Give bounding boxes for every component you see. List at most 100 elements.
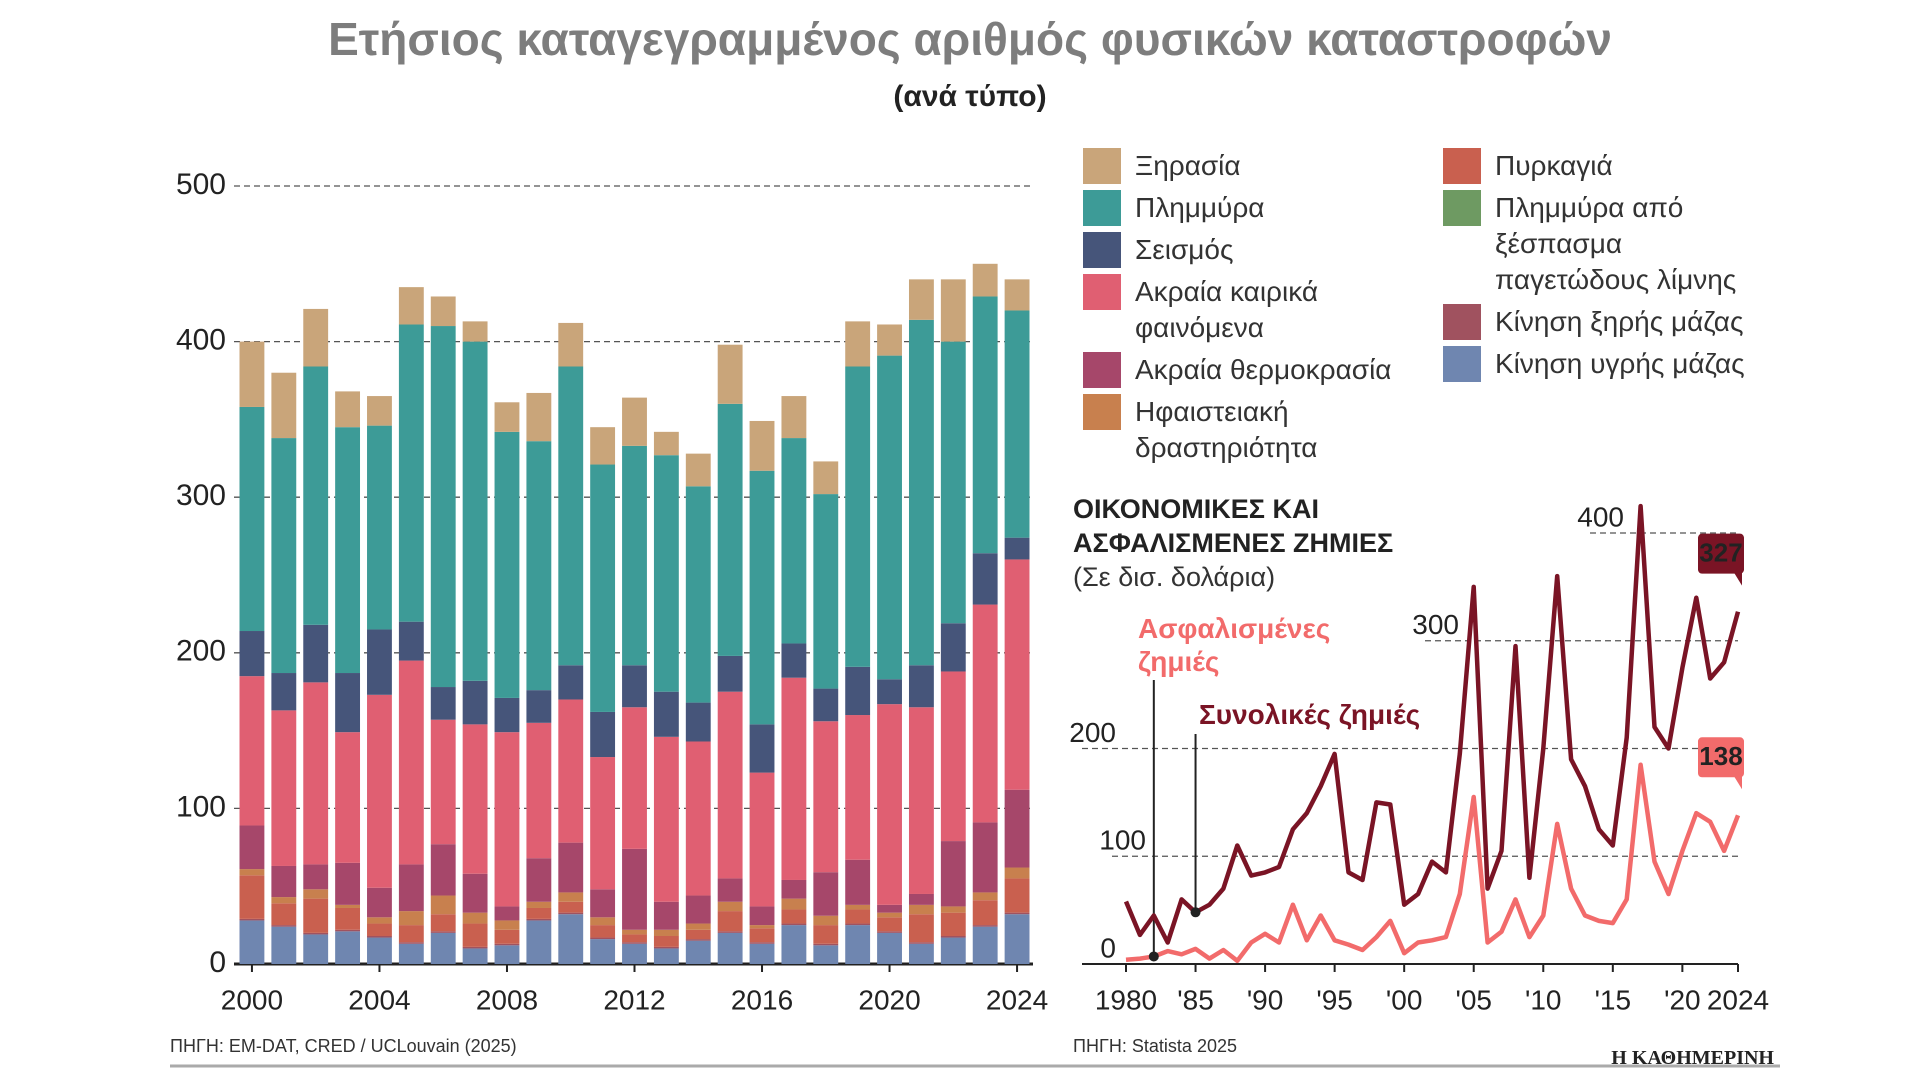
bar-segment	[685, 895, 711, 924]
bar-segment	[303, 864, 329, 890]
legend-swatch	[1083, 352, 1121, 388]
legend-item: Ξηρασία	[1083, 148, 1395, 184]
bar-segment	[239, 920, 265, 964]
line-chart-subtitle: (Σε δισ. δολάρια)	[1073, 562, 1276, 592]
bar-segment	[781, 925, 807, 964]
bar-segment	[972, 296, 998, 554]
legend-item: Πυρκαγιά	[1443, 148, 1755, 184]
bar-segment	[430, 844, 456, 896]
bar-segment	[749, 470, 775, 725]
bar-segment	[685, 486, 711, 703]
bar-segment	[335, 391, 361, 428]
bar-segment	[972, 925, 998, 927]
bar-segment	[908, 893, 934, 905]
bar-segment	[367, 629, 392, 695]
bar-segment	[494, 732, 520, 907]
bar-segment	[717, 344, 743, 404]
bar-segment	[940, 935, 966, 938]
bar-segment	[398, 864, 424, 912]
bar-segment	[398, 943, 424, 964]
bar-segment	[749, 925, 775, 929]
bar-segment	[430, 719, 456, 845]
bar-segment	[717, 931, 743, 933]
bar-segment	[813, 925, 839, 944]
bar-segment	[558, 892, 584, 902]
bar-segment	[813, 461, 839, 495]
bar-segment	[590, 711, 616, 758]
bar-segment	[908, 914, 934, 943]
pointer-dot	[1148, 951, 1159, 962]
bar-segment	[653, 691, 679, 737]
callout-box	[1698, 533, 1744, 574]
bar-segment	[590, 917, 616, 926]
bar-segment	[303, 366, 329, 625]
bar-segment	[685, 741, 711, 896]
bar-segment	[239, 918, 265, 921]
bar-segment	[494, 431, 520, 698]
bar-segment	[940, 279, 966, 342]
bar-segment	[845, 666, 871, 716]
bar-segment	[813, 945, 839, 964]
legend-item: Κίνηση ξηρής μάζας	[1443, 304, 1755, 340]
bar-segment	[908, 904, 934, 915]
bar-segment	[845, 923, 871, 926]
bar-segment	[558, 912, 584, 915]
bar-segment	[685, 702, 711, 742]
legend-swatch	[1083, 190, 1121, 226]
bar-segment	[303, 889, 329, 899]
bar-segment	[367, 694, 392, 888]
bar-segment	[398, 324, 424, 622]
bar-segment	[1004, 878, 1030, 913]
bar-segment	[271, 926, 297, 964]
brand: Η ΚΑΘΗΜΕΡΙΝΗ	[1611, 1047, 1774, 1069]
bar-segment	[972, 900, 998, 926]
bar-segment	[1004, 559, 1030, 790]
bar-segment	[749, 928, 775, 943]
bar-segment	[526, 907, 552, 919]
bar-segment	[367, 396, 392, 426]
bar-segment	[303, 898, 329, 933]
bar-segment	[877, 931, 902, 933]
line-series	[1125, 762, 1741, 964]
legend-item: Πλημμύρα	[1083, 190, 1395, 226]
bar-segment	[430, 296, 456, 327]
bar-segment	[1004, 867, 1030, 879]
x-tick-label: 1980	[1095, 984, 1157, 1015]
bar-segment	[813, 494, 839, 689]
bar-segment	[271, 865, 297, 898]
y-tick-label: 400	[176, 324, 226, 357]
y-tick-label: 300	[176, 479, 226, 512]
bar-segment	[303, 932, 329, 935]
bar-segment	[335, 673, 361, 733]
bar-segment	[462, 948, 488, 964]
bar-segment	[398, 942, 424, 944]
legend-swatch	[1083, 274, 1121, 310]
bar-segment	[462, 923, 488, 947]
bar-segment	[622, 942, 647, 944]
x-tick-label: '00	[1386, 984, 1423, 1015]
bar-segment	[685, 939, 711, 941]
y-tick-label: 400	[1577, 501, 1624, 532]
bar-segment	[1004, 310, 1030, 538]
legend-label: Ακραία θερμοκρασία	[1135, 354, 1392, 385]
bar-segment	[749, 943, 775, 964]
bar-segment	[622, 665, 647, 708]
bar-segment	[462, 341, 488, 681]
bar-segment	[1004, 789, 1030, 868]
bar-segment	[845, 909, 871, 924]
bar-segment	[494, 943, 520, 946]
x-tick-label: '85	[1177, 984, 1214, 1015]
y-tick-label: 0	[1100, 932, 1116, 963]
legend-label: Ξηρασία	[1135, 150, 1241, 181]
bar-segment	[526, 901, 552, 908]
bar-segment	[685, 453, 711, 487]
bar-segment	[717, 932, 743, 964]
bar-segment	[972, 263, 998, 297]
bar-segment	[653, 901, 679, 930]
bar-segment	[303, 624, 329, 683]
legend-label: Σεισμός	[1135, 234, 1234, 265]
bar-segment	[940, 906, 966, 913]
series-label: Ασφαλισμένες ζημιές	[1138, 613, 1331, 677]
bar-segment	[526, 722, 552, 859]
bar-segment	[239, 631, 265, 677]
